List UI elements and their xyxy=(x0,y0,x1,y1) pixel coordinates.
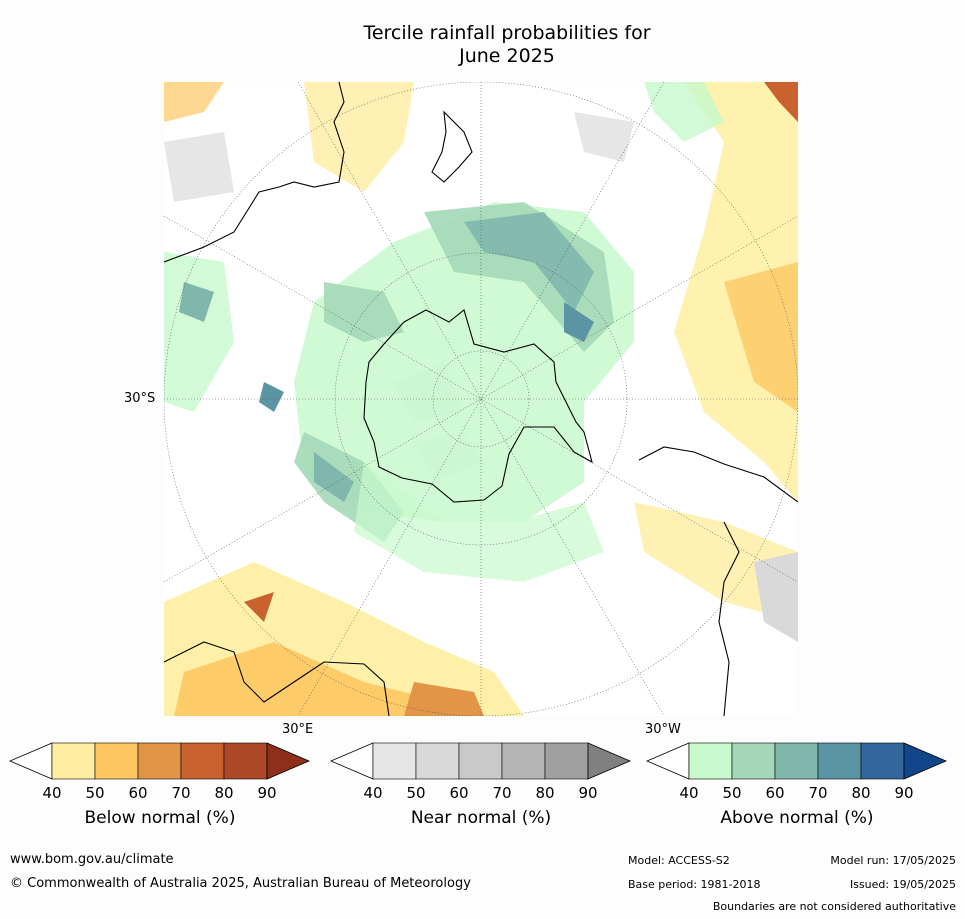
colorbar-tick-label: 70 xyxy=(492,784,511,802)
africa-coast xyxy=(164,641,390,716)
title-line-1: Tercile rainfall probabilities for xyxy=(363,22,651,44)
colorbar-under-triangle xyxy=(8,742,53,780)
colorbar-over-triangle xyxy=(266,742,311,780)
model-text: Model: ACCESS-S2 xyxy=(628,854,730,867)
colorbar-tick-label: 70 xyxy=(171,784,190,802)
colorbar-tick-label: 90 xyxy=(257,784,276,802)
title-line-2: June 2025 xyxy=(459,45,555,67)
colorbar-below-normal: 40 50 60 70 80 90 xyxy=(8,742,313,804)
colorbar-segment xyxy=(817,742,862,780)
new-zealand-coast xyxy=(431,110,473,183)
colorbar-segment xyxy=(180,742,225,780)
colorbar-segment xyxy=(458,742,503,780)
lon-label-30e: 30°E xyxy=(282,722,314,737)
lon-label-30w: 30°W xyxy=(645,722,681,737)
antarctica-coast xyxy=(363,309,593,503)
colorbar-below-title: Below normal (%) xyxy=(84,808,236,828)
base-period-text: Base period: 1981-2018 xyxy=(628,878,761,891)
colorbar-tick-label: 80 xyxy=(851,784,870,802)
colorbar-segment xyxy=(860,742,905,780)
disclaimer-text: Boundaries are not considered authoritat… xyxy=(712,900,956,913)
issued-text: Issued: 19/05/2025 xyxy=(849,878,956,891)
colorbar-tick-label: 80 xyxy=(535,784,554,802)
map-grid xyxy=(164,82,798,716)
colorbar-segment xyxy=(372,742,417,780)
copyright-text: © Commonwealth of Australia 2025, Austra… xyxy=(10,876,471,891)
colorbar-tick-label: 70 xyxy=(808,784,827,802)
below-normal-regions xyxy=(164,82,798,716)
colorbar-under-triangle xyxy=(645,742,690,780)
colorbar-under-triangle xyxy=(329,742,374,780)
colorbar-segment xyxy=(501,742,546,780)
colorbar-over-triangle xyxy=(903,742,948,780)
colorbar-segment xyxy=(223,742,268,780)
colorbar-segment xyxy=(774,742,819,780)
australia-coast xyxy=(164,82,345,263)
colorbar-segment xyxy=(544,742,589,780)
colorbar-tick-label: 80 xyxy=(214,784,233,802)
above-normal-regions xyxy=(164,82,724,582)
colorbar-tick-label: 50 xyxy=(85,784,104,802)
colorbar-tick-label: 60 xyxy=(765,784,784,802)
colorbar-tick-label: 50 xyxy=(722,784,741,802)
colorbar-segment xyxy=(51,742,96,780)
colorbar-tick-label: 60 xyxy=(449,784,468,802)
colorbar-over-triangle xyxy=(587,742,632,780)
colorbar-near-title: Near normal (%) xyxy=(410,808,552,828)
polar-map xyxy=(164,82,798,716)
colorbar-tick-label: 50 xyxy=(406,784,425,802)
website-link[interactable]: www.bom.gov.au/climate xyxy=(10,852,174,867)
colorbar-segment xyxy=(94,742,139,780)
south-america-coast xyxy=(638,446,798,716)
colorbar-tick-label: 40 xyxy=(363,784,382,802)
colorbar-segment xyxy=(137,742,182,780)
colorbar-tick-label: 90 xyxy=(578,784,597,802)
colorbar-segment xyxy=(415,742,460,780)
colorbar-tick-label: 90 xyxy=(894,784,913,802)
map-title: Tercile rainfall probabilities for June … xyxy=(0,22,965,68)
colorbar-above-title: Above normal (%) xyxy=(720,808,874,828)
coastlines xyxy=(164,82,798,716)
colorbar-above-normal: 40 50 60 70 80 90 xyxy=(645,742,950,804)
colorbar-segment xyxy=(731,742,776,780)
colorbar-tick-label: 40 xyxy=(42,784,61,802)
colorbar-near-normal: 40 50 60 70 80 90 xyxy=(329,742,634,804)
colorbar-segment xyxy=(688,742,733,780)
model-run-text: Model run: 17/05/2025 xyxy=(830,854,956,867)
colorbar-tick-label: 60 xyxy=(128,784,147,802)
colorbar-tick-label: 40 xyxy=(679,784,698,802)
lat-label-30s: 30°S xyxy=(124,391,156,406)
